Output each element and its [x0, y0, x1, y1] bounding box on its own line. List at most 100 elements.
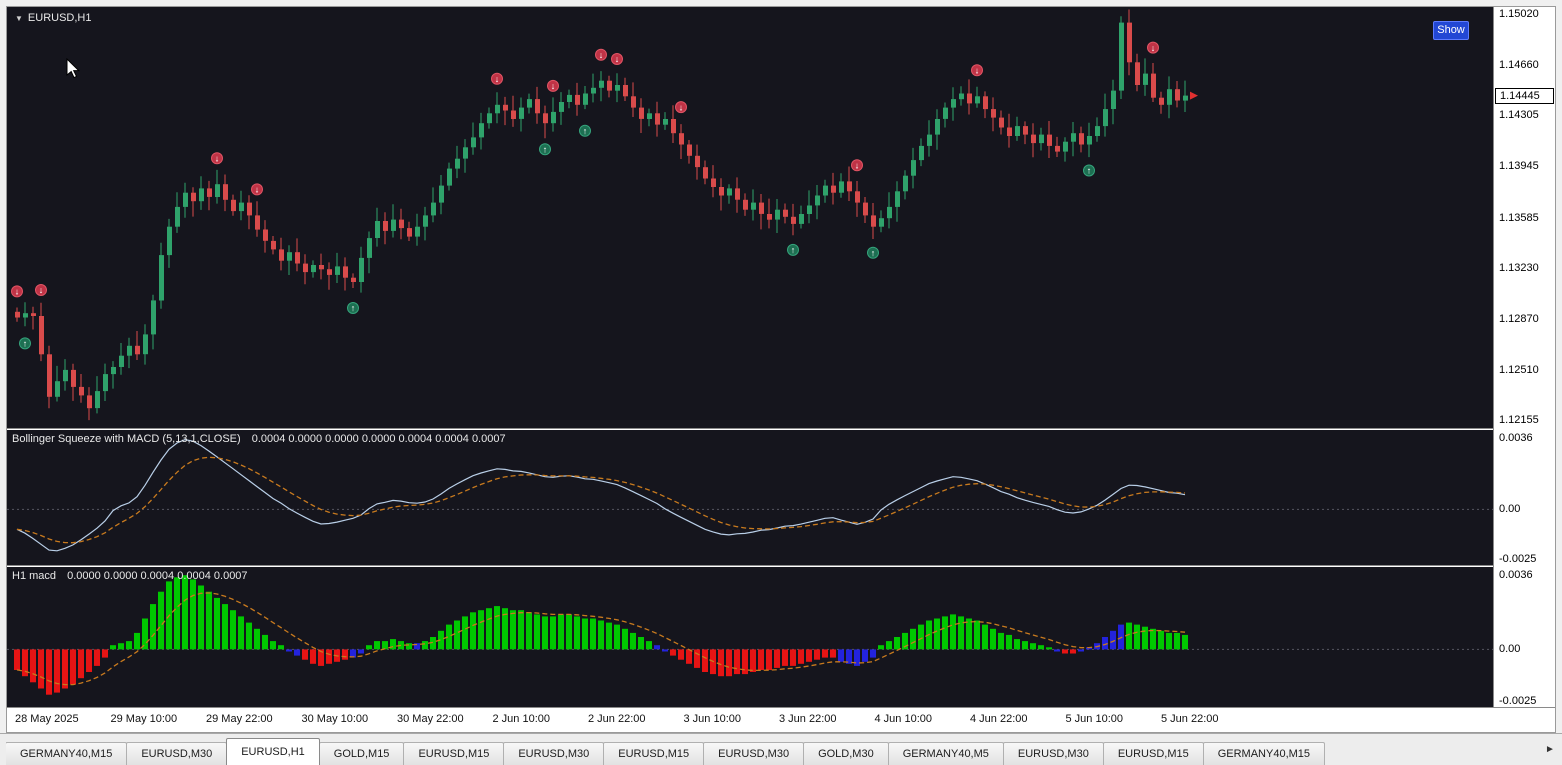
svg-text:↓: ↓ — [975, 66, 980, 76]
squeeze-indicator-svg — [7, 438, 1493, 552]
svg-text:↓: ↓ — [551, 81, 556, 91]
svg-text:↓: ↓ — [39, 285, 44, 295]
tab-scroll-right-button[interactable]: ► — [1545, 744, 1555, 755]
time-axis-label: 2 Jun 22:00 — [588, 713, 646, 725]
chart-tab-eurusd-m30[interactable]: EURUSD,M30 — [703, 742, 805, 765]
down-arrow-marker: ↓ — [851, 159, 863, 172]
time-axis-label: 5 Jun 22:00 — [1161, 713, 1219, 725]
svg-text:↓: ↓ — [615, 54, 620, 64]
current-price-arrow — [1190, 91, 1198, 100]
chart-tab-eurusd-m15[interactable]: EURUSD,M15 — [403, 742, 505, 765]
time-axis-label: 2 Jun 10:00 — [492, 713, 551, 725]
squeeze-panel-header: Bollinger Squeeze with MACD (5,13,1,CLOS… — [12, 433, 506, 445]
macd-signal-line — [16, 592, 1186, 686]
price-scale-tick: 1.15020 — [1499, 8, 1539, 21]
chart-tab-eurusd-m30[interactable]: EURUSD,M30 — [1002, 742, 1104, 765]
chart-tab-germany40-m5[interactable]: GERMANY40,M5 — [887, 742, 1004, 765]
chart-tab-bar: GERMANY40,M15 EURUSD,M30 EURUSD,H1 GOLD,M15… — [0, 733, 1562, 765]
up-arrow-marker: ↑ — [787, 243, 799, 256]
down-arrow-marker: ↓ — [11, 285, 23, 298]
svg-text:↓: ↓ — [255, 185, 260, 195]
svg-text:↓: ↓ — [495, 74, 500, 84]
down-arrow-marker: ↓ — [675, 101, 687, 114]
down-arrow-marker: ↓ — [595, 48, 607, 61]
chart-tab-eurusd-m30[interactable]: EURUSD,M30 — [503, 742, 605, 765]
macd-histogram-bars — [14, 575, 1188, 695]
time-axis-label: 5 Jun 10:00 — [1065, 713, 1124, 725]
svg-text:↓: ↓ — [855, 161, 860, 171]
price-scale-tick: 1.13230 — [1499, 261, 1539, 274]
time-axis-label: 4 Jun 22:00 — [970, 713, 1028, 725]
price-scale[interactable]: 1.15020 1.14660 1.14305 1.13945 1.13585 1.132… — [1493, 7, 1555, 707]
macd-panel-title: H1 macd — [12, 570, 57, 582]
down-arrow-marker: ↓ — [211, 152, 223, 165]
mouse-cursor-icon — [66, 58, 81, 79]
macd-scale-max: 0.0036 — [1499, 569, 1533, 581]
squeeze-macd-line — [16, 438, 1186, 552]
chart-window: ▼ EURUSD,H1 Show ↓↑↓↑↓↓↑↓↑↓↑↓↓↓↑↓↑↓↑↓ Bo… — [6, 6, 1556, 733]
time-axis-label: 30 May 22:00 — [397, 713, 464, 725]
up-arrow-marker: ↑ — [1083, 164, 1095, 177]
chart-tab-eurusd-m30[interactable]: EURUSD,M30 — [126, 742, 228, 765]
down-arrow-marker: ↓ — [971, 64, 983, 77]
dropdown-triangle-icon: ▼ — [15, 13, 23, 23]
squeeze-panel-title: Bollinger Squeeze with MACD (5,13,1,CLOS… — [12, 433, 241, 445]
svg-text:↑: ↑ — [583, 126, 588, 136]
price-scale-tick: 1.14305 — [1499, 109, 1539, 122]
down-arrow-marker: ↓ — [547, 79, 559, 92]
svg-text:↑: ↑ — [871, 248, 876, 258]
macd-scale-min: -0.0025 — [1499, 695, 1537, 707]
svg-text:↓: ↓ — [599, 50, 604, 60]
time-scale[interactable]: 28 May 2025 29 May 10:00 29 May 22:00 30 Ma… — [7, 707, 1555, 732]
svg-text:↓: ↓ — [15, 287, 20, 297]
down-arrow-marker: ↓ — [611, 53, 623, 65]
squeeze-panel-values: 0.0004 0.0000 0.0000 0.0000 0.0004 0.000… — [251, 433, 506, 445]
panel-divider[interactable] — [7, 428, 1555, 430]
chart-tab-eurusd-m15[interactable]: EURUSD,M15 — [1102, 742, 1204, 765]
show-button[interactable]: Show — [1433, 21, 1469, 40]
chart-tab-gold-m30[interactable]: GOLD,M30 — [803, 742, 889, 765]
down-arrow-marker: ↓ — [251, 183, 263, 196]
chart-tab-germany40-m15[interactable]: GERMANY40,M15 — [1202, 742, 1326, 765]
chart-tab-eurusd-m15[interactable]: EURUSD,M15 — [603, 742, 705, 765]
macd-scale-zero: 0.00 — [1499, 643, 1521, 655]
squeeze-signal-line — [16, 456, 1186, 544]
macd-panel-header: H1 macd 0.0000 0.0000 0.0004 0.0004 0.00… — [12, 570, 248, 582]
current-price-box: 1.14445 — [1495, 87, 1554, 104]
down-arrow-marker: ↓ — [1147, 41, 1159, 54]
macd-panel[interactable]: H1 macd 0.0000 0.0000 0.0004 0.0004 0.00… — [7, 567, 1493, 707]
time-axis-label: 4 Jun 10:00 — [874, 713, 933, 725]
down-arrow-marker: ↓ — [35, 284, 47, 296]
main-price-chart[interactable]: ▼ EURUSD,H1 Show ↓↑↓↑↓↓↑↓↑↓↑↓↓↓↑↓↑↓↑↓ — [7, 7, 1493, 428]
chart-tab-germany40-m15[interactable]: GERMANY40,M15 — [6, 742, 128, 765]
chart-tabs: GERMANY40,M15 EURUSD,M30 EURUSD,H1 GOLD,M15… — [6, 738, 1536, 765]
svg-text:↑: ↑ — [351, 303, 356, 313]
time-axis-label: 29 May 10:00 — [110, 713, 178, 725]
panel-divider[interactable] — [7, 565, 1555, 567]
macd-panel-values: 0.0000 0.0000 0.0004 0.0004 0.0007 — [67, 570, 248, 582]
candlestick-chart-svg: ↓↑↓↑↓↓↑↓↑↓↑↓↓↓↑↓↑↓↑↓ — [11, 9, 1198, 421]
svg-text:↑: ↑ — [1087, 166, 1092, 176]
up-arrow-marker: ↑ — [539, 143, 551, 156]
bollinger-squeeze-panel[interactable]: Bollinger Squeeze with MACD (5,13,1,CLOS… — [7, 430, 1493, 565]
svg-text:↓: ↓ — [215, 153, 220, 163]
svg-text:↑: ↑ — [23, 339, 28, 349]
price-scale-tick: 1.13945 — [1499, 160, 1539, 173]
price-scale-tick: 1.14660 — [1499, 59, 1539, 72]
squeeze-scale-min: -0.0025 — [1499, 553, 1537, 565]
squeeze-scale-max: 0.0036 — [1499, 432, 1533, 444]
time-axis-label: 3 Jun 10:00 — [683, 713, 742, 725]
time-axis-label: 29 May 22:00 — [206, 713, 273, 725]
chart-tab-eurusd-h1[interactable]: EURUSD,H1 — [226, 738, 320, 765]
chart-tab-gold-m15[interactable]: GOLD,M15 — [318, 742, 405, 765]
signal-markers-layer: ↓↑↓↑↓↓↑↓↑↓↑↓↓↓↑↓↑↓↑↓ — [11, 41, 1159, 350]
down-arrow-marker: ↓ — [491, 72, 503, 85]
up-arrow-marker: ↑ — [19, 337, 31, 350]
up-arrow-marker: ↑ — [347, 302, 359, 314]
price-scale-tick: 1.12870 — [1499, 312, 1539, 325]
symbol-period-text: EURUSD,H1 — [27, 12, 92, 24]
symbol-period-label: ▼ EURUSD,H1 — [15, 12, 92, 24]
svg-text:↓: ↓ — [1151, 43, 1156, 53]
price-scale-tick: 1.12510 — [1499, 363, 1539, 376]
time-axis-label: 3 Jun 22:00 — [779, 713, 837, 725]
